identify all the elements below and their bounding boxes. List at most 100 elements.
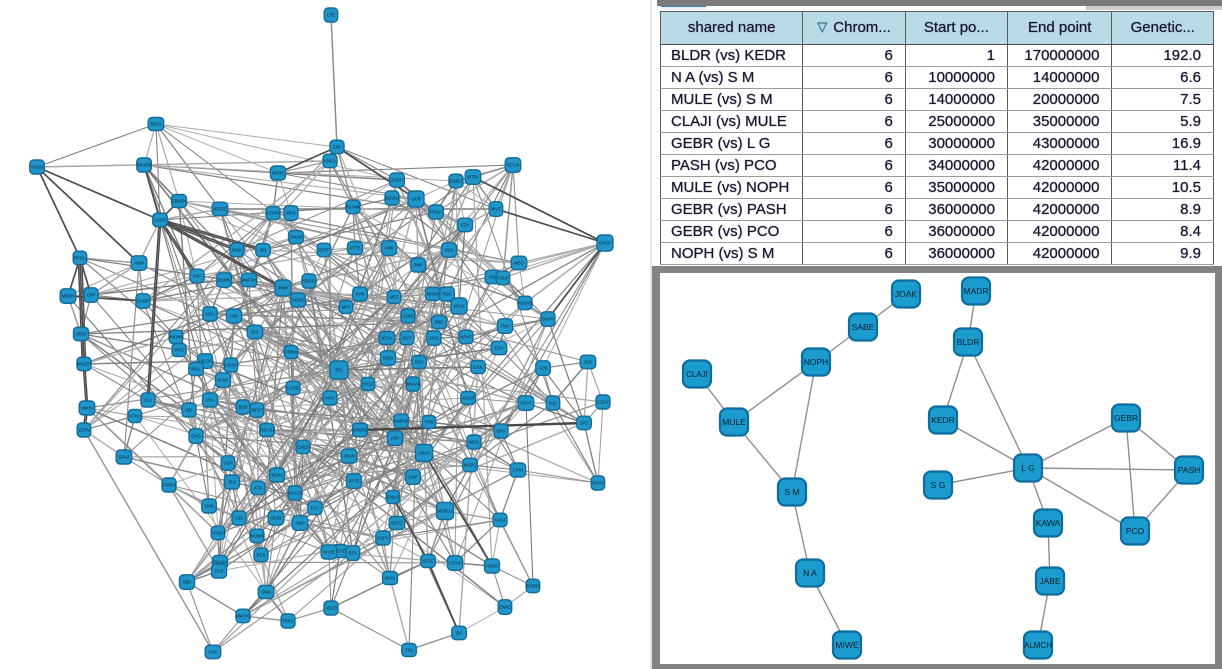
svg-text:VOGB: VOGB (31, 165, 43, 170)
svg-text:NEI: NEI (186, 408, 193, 413)
svg-text:BLDR: BLDR (957, 337, 980, 347)
svg-text:CZCV: CZCV (597, 400, 609, 405)
svg-text:GNP: GNP (408, 475, 417, 480)
svg-text:HHU: HHU (325, 396, 334, 401)
svg-text:PKLBV: PKLBV (213, 560, 227, 565)
svg-text:CTTE: CTTE (350, 246, 361, 251)
svg-text:GWLO: GWLO (387, 495, 401, 500)
svg-text:UOA: UOA (205, 398, 214, 403)
svg-text:N A: N A (803, 568, 817, 578)
svg-text:MPG: MPG (286, 211, 296, 216)
svg-text:VPTE: VPTE (349, 479, 360, 484)
svg-text:TNUM: TNUM (290, 235, 303, 240)
svg-text:NIKL: NIKL (191, 367, 201, 372)
svg-text:CTE: CTE (327, 13, 336, 18)
svg-text:BKV: BKV (497, 429, 506, 434)
svg-text:ALMCH: ALMCH (1024, 641, 1052, 650)
svg-text:LHCOH: LHCOH (224, 363, 239, 368)
svg-text:PNJ: PNJ (489, 275, 497, 280)
svg-text:KTAA: KTAA (382, 336, 393, 341)
svg-text:PCO: PCO (1126, 526, 1145, 536)
svg-text:PNR: PNR (414, 263, 423, 268)
svg-text:RDG: RDG (442, 292, 451, 297)
svg-text:NHN: NHN (204, 504, 213, 509)
svg-text:MIUF: MIUF (491, 207, 502, 212)
svg-text:KVN: KVN (356, 292, 365, 297)
svg-text:CCL: CCL (311, 506, 320, 511)
svg-text:SOTP: SOTP (318, 248, 330, 253)
svg-text:MADR: MADR (963, 286, 988, 296)
svg-text:KAWA: KAWA (1036, 518, 1061, 528)
svg-text:OUMS: OUMS (218, 278, 231, 283)
svg-text:EDV: EDV (461, 223, 470, 228)
svg-text:WUWM: WUWM (250, 534, 265, 539)
svg-text:NZAJU: NZAJU (260, 428, 274, 433)
svg-text:EZA: EZA (495, 346, 503, 351)
svg-text:TRRA: TRRA (282, 619, 294, 624)
svg-text:UMHV: UMHV (81, 406, 94, 411)
svg-text:RBAWK: RBAWK (345, 205, 360, 210)
svg-text:ZMC: ZMC (434, 320, 443, 325)
svg-text:UIDD: UIDD (383, 356, 393, 361)
svg-text:IVOJ: IVOJ (205, 312, 214, 317)
svg-text:KLKD: KLKD (218, 378, 229, 383)
svg-text:ZBNZN: ZBNZN (172, 199, 186, 204)
svg-text:UGP: UGP (223, 461, 232, 466)
svg-text:CDAT: CDAT (520, 401, 532, 406)
svg-text:IRU: IRU (228, 480, 235, 485)
svg-text:GEBR: GEBR (1114, 413, 1138, 423)
svg-text:CLAJI: CLAJI (686, 370, 708, 379)
svg-text:OJN: OJN (230, 314, 238, 319)
svg-text:ZKI: ZKI (456, 631, 463, 636)
svg-text:ORBVI: ORBVI (284, 350, 297, 355)
svg-text:AUGAB: AUGAB (518, 301, 533, 306)
svg-text:HGKD: HGKD (486, 564, 498, 569)
svg-text:JUS: JUS (584, 360, 592, 365)
svg-text:KIM: KIM (391, 436, 399, 441)
svg-text:GPAZ: GPAZ (118, 455, 130, 460)
svg-text:NOPH: NOPH (804, 357, 829, 367)
svg-text:SBGD: SBGD (303, 279, 315, 284)
svg-text:VLU: VLU (144, 398, 152, 403)
svg-text:SPZE: SPZE (423, 559, 434, 564)
svg-text:ZZTN: ZZTN (79, 428, 90, 433)
svg-text:IPPZ: IPPZ (174, 348, 184, 353)
svg-text:ZWKZ: ZWKZ (499, 605, 511, 610)
svg-text:MMFM: MMFM (394, 419, 408, 424)
svg-text:BOTA: BOTA (150, 122, 161, 127)
svg-text:GDS: GDS (538, 366, 547, 371)
svg-text:IRMH: IRMH (278, 286, 289, 291)
svg-text:PFMA: PFMA (430, 210, 442, 215)
svg-text:GAO: GAO (191, 434, 201, 439)
svg-text:JOAK: JOAK (895, 289, 918, 299)
svg-text:AASJ: AASJ (495, 518, 505, 523)
svg-text:MZPCU: MZPCU (438, 509, 453, 514)
svg-text:LEAW: LEAW (449, 561, 461, 566)
svg-text:L G: L G (1021, 463, 1034, 473)
svg-text:NEIU: NEIU (469, 440, 479, 445)
svg-text:UPC: UPC (580, 421, 589, 426)
svg-text:TMU: TMU (500, 324, 509, 329)
svg-text:ZHIZ: ZHIZ (429, 336, 439, 341)
svg-text:ARM: ARM (134, 261, 144, 266)
svg-text:JRAN: JRAN (344, 454, 355, 459)
svg-text:RFOA: RFOA (74, 256, 86, 261)
svg-text:VKUJ: VKUJ (454, 304, 465, 309)
svg-text:DUO: DUO (402, 336, 412, 341)
svg-text:JODW: JODW (462, 396, 474, 401)
svg-text:ROJ: ROJ (415, 360, 423, 365)
svg-text:OABP: OABP (137, 299, 149, 304)
svg-text:UZOR: UZOR (154, 218, 166, 223)
svg-text:CFMPI: CFMPI (266, 211, 279, 216)
svg-text:AFNZH: AFNZH (211, 531, 225, 536)
svg-text:AEJW: AEJW (270, 516, 282, 521)
svg-text:KEDR: KEDR (931, 415, 955, 425)
svg-text:S G: S G (931, 480, 946, 490)
svg-text:CVP: CVP (87, 293, 96, 298)
svg-text:VJS: VJS (235, 516, 243, 521)
svg-text:GIIUP: GIIUP (497, 276, 509, 281)
svg-text:OHFP: OHFP (599, 241, 611, 246)
svg-text:NJF: NJF (193, 274, 201, 279)
svg-text:MMKK: MMKK (427, 292, 440, 297)
svg-text:LCFE: LCFE (335, 549, 346, 554)
